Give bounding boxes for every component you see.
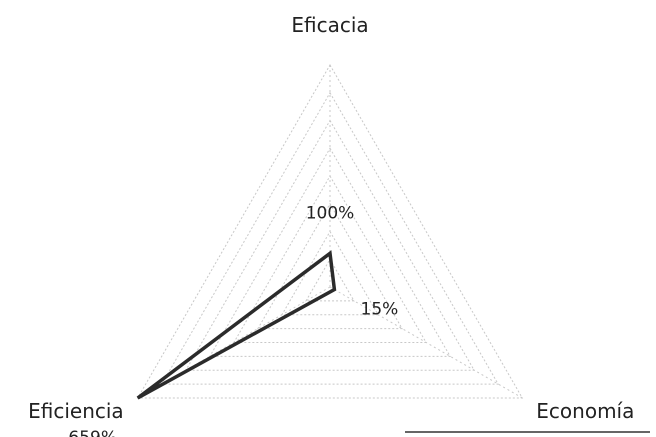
data-label-eficiencia: 659% bbox=[68, 428, 117, 437]
grid-ring bbox=[257, 202, 403, 330]
grid-ring bbox=[208, 147, 452, 357]
axis-label-economia: Economía bbox=[536, 399, 634, 423]
series-polygon bbox=[136, 250, 337, 400]
grid-ring bbox=[184, 119, 476, 371]
radar-grid bbox=[136, 64, 524, 399]
axis-label-eficiencia: Eficiencia bbox=[28, 399, 124, 423]
grid-ring bbox=[233, 174, 427, 343]
grid-ring bbox=[305, 258, 355, 302]
axis-label-eficacia: Eficacia bbox=[291, 13, 368, 37]
data-label-economia: 15% bbox=[361, 300, 399, 320]
grid-ring bbox=[136, 64, 524, 399]
data-label-eficacia: 100% bbox=[306, 203, 355, 223]
axis-spoke bbox=[329, 286, 523, 399]
radar-axes bbox=[137, 65, 523, 399]
grid-ring bbox=[160, 91, 500, 385]
